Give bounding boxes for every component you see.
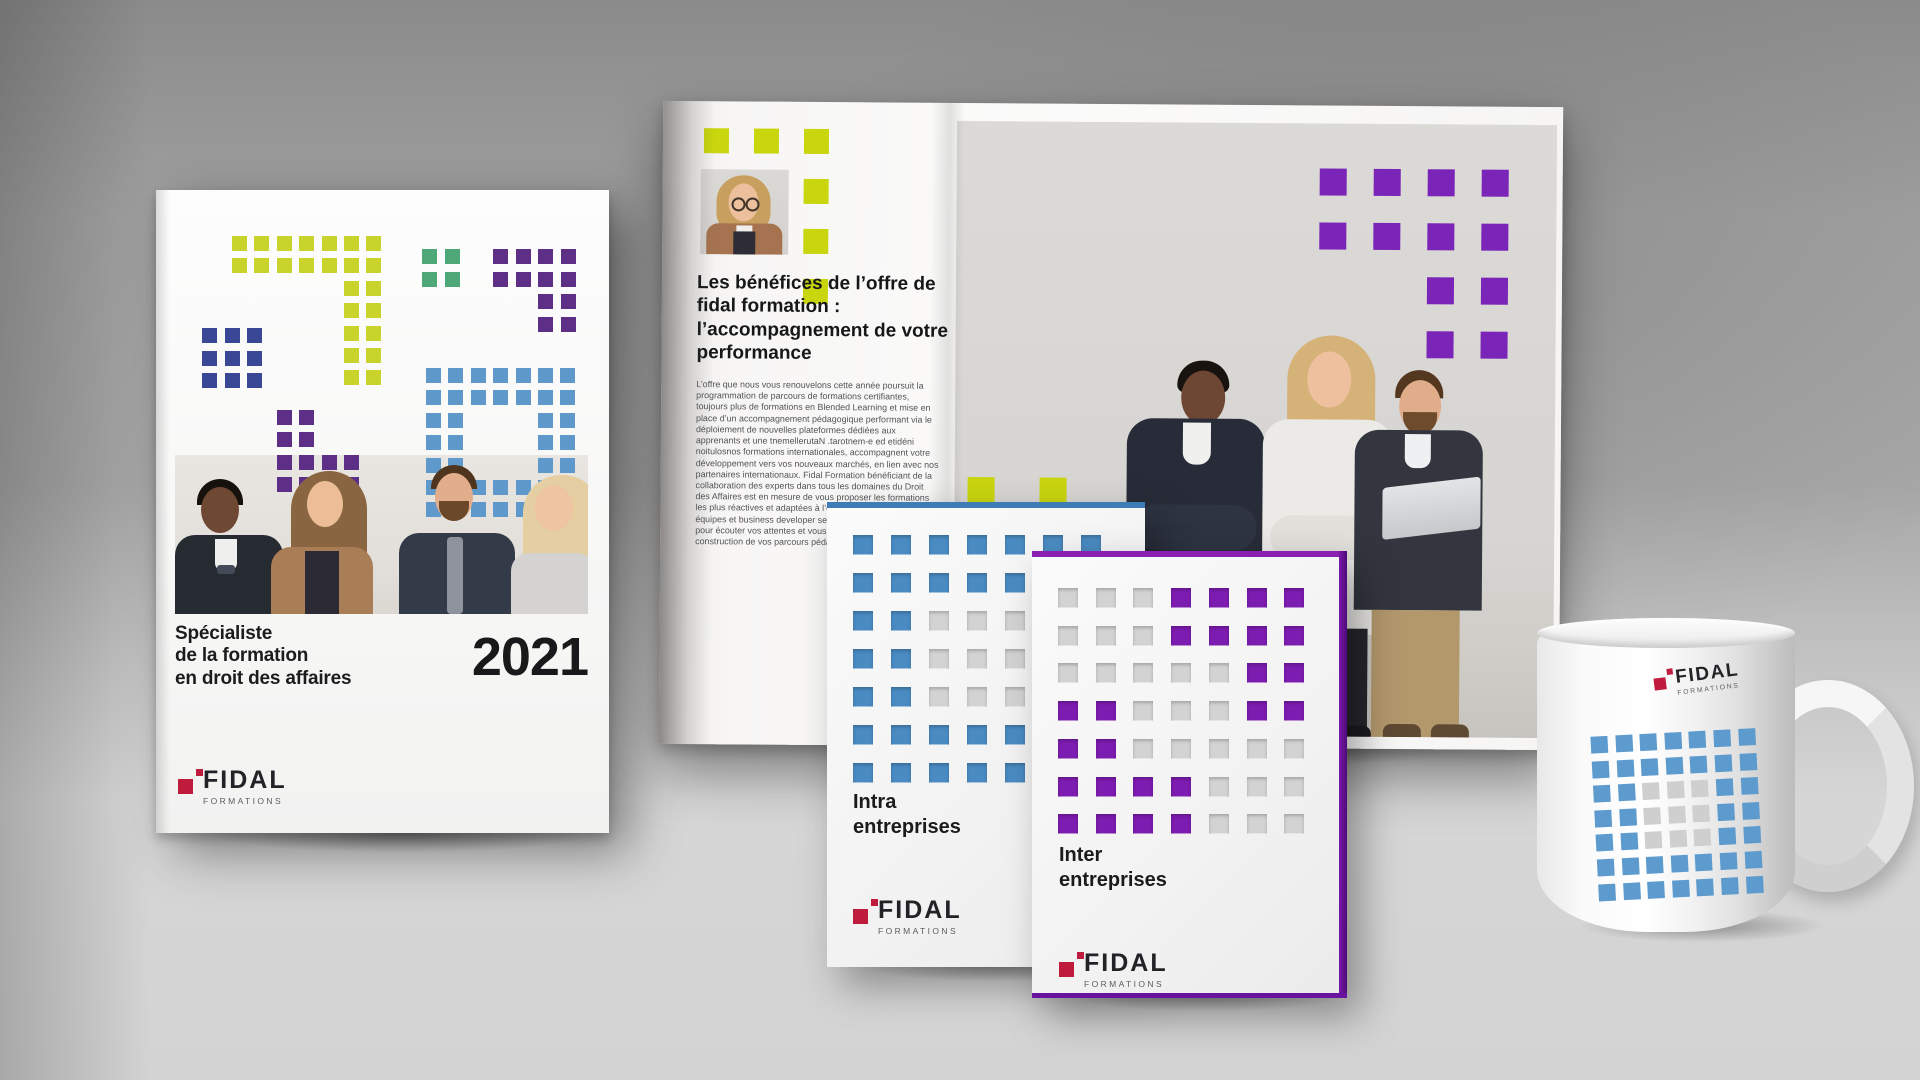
cover-man3-tie: [447, 537, 463, 614]
shoe: [1382, 723, 1421, 738]
cover-man1-bowtie: [217, 565, 235, 574]
cover-man1-shirt: [215, 539, 237, 571]
suit-man-head: [1181, 370, 1226, 425]
cover-title: Spécialiste de la formation en droit des…: [175, 623, 352, 690]
fidal-logo-text: FIDAL FORMATIONS: [1674, 659, 1741, 697]
cover-woman4-head: [535, 485, 573, 531]
portrait-top: [733, 231, 756, 255]
intra-label-line: Intra: [853, 791, 897, 813]
brand-name: FIDAL: [878, 896, 962, 924]
laptop-man-pants: [1370, 609, 1460, 738]
mug: FIDAL FORMATIONS: [1537, 618, 1914, 953]
cover-title-line: en droit des affaires: [175, 667, 352, 689]
fidal-logo: FIDAL FORMATIONS: [178, 768, 287, 806]
inter-label-line: Inter: [1059, 844, 1103, 866]
mug-rim: [1537, 618, 1795, 648]
fidal-logo-text: FIDAL FORMATIONS: [878, 896, 962, 937]
suit-man-shirt: [1182, 422, 1212, 465]
inter-folder-purple-edge: [1032, 551, 1347, 557]
cover-woman2-top: [305, 551, 339, 614]
cover-title-line: Spécialiste: [175, 623, 273, 644]
brand-division: FORMATIONS: [203, 796, 284, 806]
fidal-logo-mark-icon: [1059, 952, 1084, 977]
fidal-logo-text: FIDAL FORMATIONS: [203, 766, 287, 807]
cover-people-photo: [175, 455, 588, 614]
fidal-logo: FIDAL FORMATIONS: [1059, 951, 1168, 989]
spread-heading: Les bénéfices de l’offre de fidal format…: [696, 272, 949, 364]
brand-division: FORMATIONS: [878, 926, 959, 936]
inter-folder: Inter entreprises FIDAL FORMATIONS: [1032, 551, 1347, 998]
inter-folder-bottom-edge: [1032, 993, 1347, 998]
brand-division: FORMATIONS: [1084, 979, 1165, 989]
fidal-logo: FIDAL FORMATIONS: [853, 898, 962, 936]
intra-label-line: entreprises: [853, 816, 961, 838]
portrait-photo: [700, 169, 789, 255]
cover-woman2-head: [307, 481, 343, 527]
intra-label: Intra entreprises: [853, 790, 961, 840]
cover-brochure: Spécialiste de la formation en droit des…: [156, 190, 609, 833]
inter-squares-grid: [1032, 551, 1347, 998]
inter-label-line: entreprises: [1059, 869, 1167, 891]
laptop-man-shirt: [1404, 434, 1431, 469]
brand-name: FIDAL: [203, 766, 287, 794]
cover-woman4-top: [511, 553, 588, 614]
inter-folder-spine: [1339, 551, 1347, 998]
portrait-glasses: [731, 197, 746, 212]
cover-title-line: de la formation: [175, 645, 309, 667]
portrait-glasses: [745, 197, 760, 212]
woman-head: [1307, 351, 1352, 408]
fidal-logo-text: FIDAL FORMATIONS: [1084, 949, 1168, 990]
cover-man1-head: [201, 487, 239, 533]
fidal-logo-mark-icon: [853, 899, 878, 924]
cover-man3-beard: [439, 501, 469, 521]
mug-squares-grid: [1590, 728, 1774, 917]
fidal-logo-mark-icon: [178, 769, 203, 794]
inter-label: Inter entreprises: [1059, 843, 1167, 893]
suit-man-arms: [1134, 504, 1257, 552]
cover-year: 2021: [471, 627, 589, 687]
brand-name: FIDAL: [1084, 949, 1168, 977]
shoe: [1430, 724, 1469, 738]
fidal-logo-mark-icon: [1653, 677, 1667, 691]
intra-folder-blue-edge: [827, 502, 1145, 508]
